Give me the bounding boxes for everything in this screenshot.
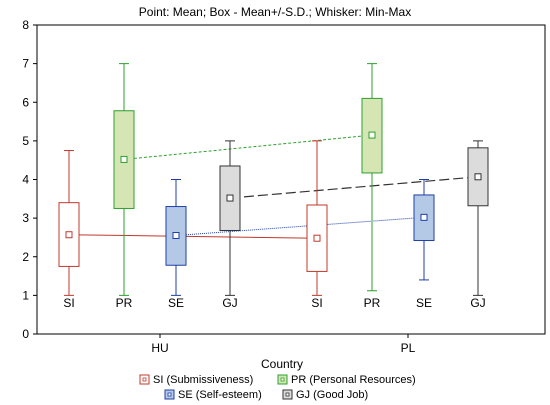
legend-label-gj: GJ (Good Job) <box>296 389 368 401</box>
legend-label-si: SI (Submissiveness) <box>153 374 253 386</box>
box-label-gj-pl: GJ <box>470 296 485 310</box>
legend-marker-se <box>167 392 172 397</box>
legend-label-pr: PR (Personal Resources) <box>291 374 416 386</box>
y-tick-label: 0 <box>22 327 29 341</box>
chart-title: Point: Mean; Box - Mean+/-S.D.; Whisker:… <box>139 5 411 19</box>
legend-marker-si <box>142 377 147 382</box>
mean-point-si-pl <box>313 234 321 242</box>
mean-point-pr-pl <box>368 131 376 139</box>
box-label-si-hu: SI <box>63 296 74 310</box>
y-tick-label: 3 <box>22 211 29 225</box>
mean-point-gj-pl <box>474 173 482 181</box>
mean-point-pr-hu <box>120 155 128 163</box>
y-tick-label: 8 <box>22 18 29 32</box>
mean-point-se-hu <box>172 232 180 240</box>
y-tick-label: 5 <box>22 134 29 148</box>
legend: SI (Submissiveness) PR (Personal Resource… <box>139 374 416 401</box>
x-tick-label: HU <box>151 341 168 355</box>
box-label-pr-hu: PR <box>116 296 133 310</box>
box-label-gj-hu: GJ <box>222 296 237 310</box>
box-label-pr-pl: PR <box>364 296 381 310</box>
legend-marker-gj <box>285 392 290 397</box>
mean-point-si-hu <box>65 231 73 239</box>
mean-line-pr <box>123 134 373 160</box>
mean-point-gj-hu <box>226 194 234 202</box>
y-tick-label: 4 <box>22 173 29 187</box>
y-tick-label: 6 <box>22 95 29 109</box>
box-label-se-pl: SE <box>416 296 432 310</box>
mean-point-se-pl <box>420 213 428 221</box>
y-axis: 0 1 2 3 4 5 6 7 8 <box>22 18 37 341</box>
y-tick-label: 2 <box>22 250 29 264</box>
box-label-se-hu: SE <box>168 296 184 310</box>
mean-line-se <box>175 216 425 237</box>
x-axis-label: Country <box>261 357 303 371</box>
legend-marker-pr <box>280 377 285 382</box>
mean-line-si <box>68 234 318 239</box>
x-axis: HU PL <box>151 334 416 355</box>
x-tick-label: PL <box>401 341 416 355</box>
box-label-si-pl: SI <box>311 296 322 310</box>
legend-label-se: SE (Self-esteem) <box>178 389 262 401</box>
y-tick-label: 7 <box>22 57 29 71</box>
mean-connector-lines <box>68 134 479 239</box>
box-series: SI SI PR PR SE SE GJ GJ <box>58 63 489 310</box>
y-tick-label: 1 <box>22 288 29 302</box>
